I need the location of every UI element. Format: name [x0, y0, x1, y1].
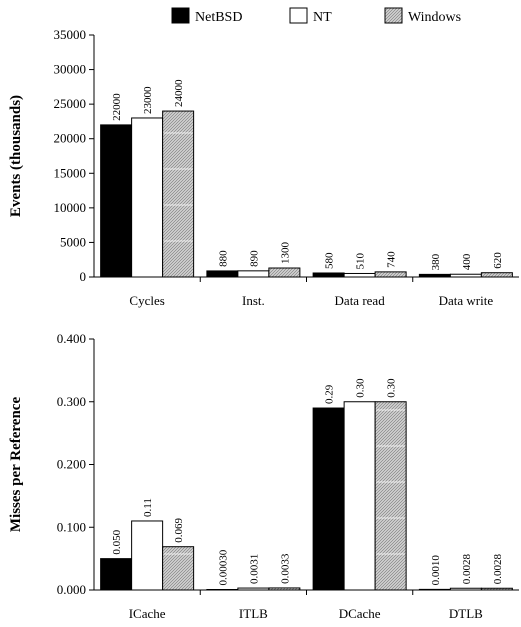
- category-label-data-read: Data read: [335, 293, 386, 308]
- category-label-itlb: ITLB: [239, 606, 268, 621]
- category-label-data-write: Data write: [439, 293, 494, 308]
- bar-nt-data-write: [449, 273, 482, 278]
- bar-netbsd-cycles: [100, 124, 133, 278]
- bar-nt-itlb: [237, 587, 270, 591]
- bar-windows-dcache: [374, 401, 407, 591]
- legend: NetBSD NT Windows: [171, 7, 461, 25]
- category-label-cycles: Cycles: [129, 293, 164, 308]
- data-label-windows-icache: 0.069: [173, 517, 185, 542]
- data-label-netbsd-dtlb: 0.0010: [430, 555, 442, 586]
- bar-nt-dtlb: [449, 587, 482, 591]
- data-label-netbsd-dcache: 0.29: [324, 384, 336, 404]
- bar-nt-inst: [237, 270, 270, 278]
- y-tick-label: 0.000: [57, 582, 86, 597]
- category-label-inst: Inst.: [242, 293, 265, 308]
- bar-netbsd-itlb: [206, 589, 239, 591]
- category-label-dcache: DCache: [339, 606, 381, 621]
- y-tick-label: 20000: [54, 131, 87, 146]
- data-label-netbsd-cycles: 22000: [111, 93, 123, 121]
- bar-netbsd-inst: [206, 270, 239, 278]
- bar-windows-inst: [268, 267, 301, 278]
- data-label-netbsd-data-read: 580: [324, 252, 336, 269]
- data-label-nt-itlb: 0.0031: [248, 554, 260, 584]
- data-label-nt-dcache: 0.30: [355, 378, 367, 398]
- data-label-windows-itlb: 0.0033: [279, 553, 291, 584]
- legend-label-windows: Windows: [408, 10, 461, 25]
- y-axis-label: Events (thousands): [8, 95, 24, 217]
- y-tick-label: 30000: [54, 62, 87, 77]
- y-tick-label: 15000: [54, 165, 87, 180]
- bar-windows-icache: [162, 546, 195, 591]
- misses-chart: 0.000 0.100 0.200 0.300 0.400 Misses per Refe…: [8, 331, 519, 621]
- bar-windows-cycles: [162, 110, 195, 278]
- data-label-nt-icache: 0.11: [142, 498, 154, 517]
- bar-nt-icache: [131, 520, 164, 591]
- data-label-nt-inst: 890: [248, 250, 260, 267]
- bar-nt-dcache: [343, 401, 376, 591]
- y-tick-label: 10000: [54, 200, 87, 215]
- legend-label-netbsd: NetBSD: [195, 10, 242, 25]
- bar-windows-data-read: [374, 271, 407, 278]
- bar-netbsd-data-write: [418, 273, 451, 278]
- bar-netbsd-icache: [100, 558, 133, 591]
- data-label-nt-data-write: 400: [461, 253, 473, 270]
- bar-nt-data-read: [343, 272, 376, 278]
- bar-netbsd-data-read: [312, 272, 345, 278]
- y-tick-label: 5000: [60, 234, 86, 249]
- data-label-windows-dcache: 0.30: [386, 378, 398, 398]
- y-tick-label: 0: [80, 269, 87, 284]
- y-tick-label: 0.400: [57, 331, 86, 346]
- legend-swatch-windows: [384, 7, 403, 24]
- data-label-netbsd-data-write: 380: [430, 253, 442, 270]
- category-label-icache: ICache: [129, 606, 166, 621]
- data-label-nt-data-read: 510: [355, 252, 367, 269]
- data-label-windows-cycles: 24000: [173, 79, 185, 107]
- bar-nt-cycles: [131, 117, 164, 278]
- data-label-windows-dtlb: 0.0028: [492, 553, 504, 584]
- bar-windows-itlb: [268, 587, 301, 591]
- y-tick-label: 0.200: [57, 457, 86, 472]
- data-label-windows-inst: 1300: [279, 242, 291, 265]
- events-chart: 0 5000 10000 15000 20000 25000 30000 35000 Event…: [8, 27, 519, 308]
- legend-label-nt: NT: [313, 10, 332, 25]
- bar-windows-data-write: [480, 272, 513, 278]
- y-axis-label: Misses per Reference: [8, 397, 24, 533]
- y-tick-label: 0.300: [57, 394, 86, 409]
- bar-netbsd-dcache: [312, 407, 345, 591]
- data-label-nt-cycles: 23000: [142, 86, 154, 114]
- y-tick-label: 0.100: [57, 519, 86, 534]
- data-label-netbsd-icache: 0.050: [111, 529, 123, 554]
- legend-swatch-netbsd: [171, 7, 190, 24]
- data-label-windows-data-write: 620: [492, 252, 504, 269]
- y-tick-label: 25000: [54, 96, 87, 111]
- data-label-windows-data-read: 740: [386, 251, 398, 268]
- data-label-netbsd-itlb: 0.00030: [217, 549, 229, 585]
- category-label-dtlb: DTLB: [449, 606, 483, 621]
- legend-swatch-nt: [289, 7, 308, 24]
- data-label-nt-dtlb: 0.0028: [461, 553, 473, 584]
- data-label-netbsd-inst: 880: [217, 250, 229, 267]
- bar-netbsd-dtlb: [418, 588, 451, 591]
- bar-windows-dtlb: [480, 587, 513, 591]
- y-tick-label: 35000: [54, 27, 87, 42]
